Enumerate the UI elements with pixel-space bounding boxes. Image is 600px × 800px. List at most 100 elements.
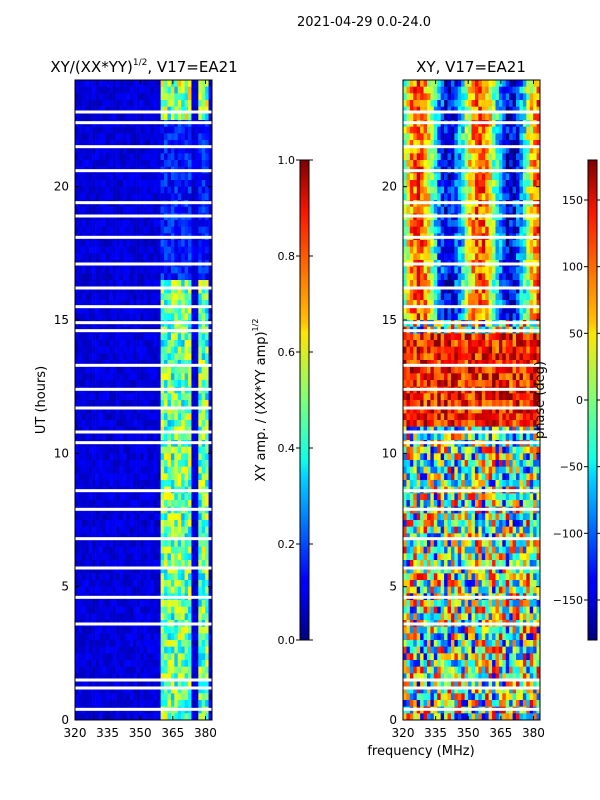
heatmap-cell — [150, 446, 155, 454]
heatmap-cell — [194, 246, 199, 254]
heatmap-cell — [143, 626, 148, 634]
heatmap-cell — [112, 646, 117, 654]
heatmap-cell — [529, 80, 534, 87]
heatmap-cell — [157, 493, 161, 501]
heatmap-cell — [119, 453, 124, 461]
data-gap-line — [75, 145, 212, 149]
heatmap-cell — [512, 153, 517, 161]
heatmap-cell — [85, 606, 89, 614]
heatmap-cell — [81, 300, 86, 307]
heatmap-cell — [119, 306, 124, 314]
heatmap-cell — [81, 533, 86, 541]
heatmap-cell — [468, 86, 472, 94]
heatmap-cell — [174, 513, 179, 521]
heatmap-cell — [177, 86, 182, 94]
heatmap-cell — [126, 520, 131, 527]
heatmap-cell — [177, 366, 182, 374]
heatmap-cell — [157, 646, 161, 654]
heatmap-cell — [109, 566, 113, 574]
heatmap-cell — [85, 400, 89, 407]
heatmap-cell — [92, 413, 96, 421]
heatmap-cell — [88, 653, 93, 661]
heatmap-cell — [136, 546, 141, 554]
heatmap-cell — [150, 633, 155, 641]
heatmap-cell — [143, 520, 148, 527]
heatmap-cell — [430, 173, 435, 181]
heatmap-cell — [205, 453, 209, 461]
heatmap-cell — [181, 686, 185, 694]
heatmap-cell — [81, 526, 86, 534]
heatmap-cell — [136, 246, 141, 254]
heatmap-cell — [95, 693, 100, 701]
heatmap-cell — [177, 313, 182, 321]
heatmap-cell — [519, 173, 524, 181]
heatmap-cell — [102, 633, 107, 641]
heatmap-cell — [129, 146, 134, 154]
heatmap-cell — [146, 340, 151, 347]
heatmap-cell — [167, 653, 172, 661]
heatmap-cell — [167, 646, 172, 654]
heatmap-cell — [409, 193, 414, 201]
heatmap-cell — [140, 100, 144, 107]
heatmap-cell — [153, 106, 158, 114]
heatmap-cell — [109, 253, 113, 261]
heatmap-cell — [181, 540, 185, 547]
heatmap-cell — [167, 600, 172, 607]
heatmap-cell — [146, 146, 151, 154]
heatmap-cell — [160, 106, 165, 114]
heatmap-cell — [502, 140, 507, 147]
heatmap-cell — [85, 673, 89, 681]
heatmap-cell — [160, 253, 165, 261]
heatmap-cell — [75, 220, 79, 227]
heatmap-cell — [201, 540, 206, 547]
heatmap-cell — [143, 573, 148, 581]
heatmap-cell — [413, 266, 417, 274]
heatmap-cell — [420, 220, 424, 227]
heatmap-cell — [81, 600, 86, 607]
heatmap-cell — [133, 640, 137, 647]
heatmap-cell — [122, 713, 127, 721]
heatmap-cell — [198, 133, 203, 141]
heatmap-cell — [143, 586, 148, 594]
heatmap-cell — [201, 580, 206, 587]
heatmap-cell — [95, 573, 100, 581]
heatmap-cell — [167, 180, 172, 187]
heatmap-cell — [191, 80, 196, 87]
heatmap-cell — [170, 293, 175, 301]
heatmap-cell — [116, 500, 120, 507]
heatmap-cell — [119, 520, 124, 527]
heatmap-cell — [164, 93, 168, 101]
heatmap-cell — [143, 360, 148, 367]
heatmap-cell — [177, 393, 182, 401]
heatmap-cell — [136, 106, 141, 114]
heatmap-cell — [447, 186, 452, 194]
heatmap-cell — [174, 366, 179, 374]
heatmap-cell — [488, 220, 493, 227]
heatmap-cell — [126, 553, 131, 561]
heatmap-cell — [450, 80, 455, 87]
heatmap-cell — [136, 93, 141, 101]
heatmap-cell — [430, 220, 435, 227]
heatmap-cell — [533, 153, 537, 161]
heatmap-cell — [194, 693, 199, 701]
heatmap-cell — [143, 580, 148, 587]
heatmap-cell — [188, 520, 192, 527]
heatmap-cell — [164, 600, 168, 607]
heatmap-cell — [126, 426, 131, 434]
heatmap-cell — [153, 313, 158, 321]
heatmap-cell — [88, 500, 93, 507]
heatmap-cell — [98, 433, 103, 441]
heatmap-cell — [184, 380, 189, 387]
heatmap-cell — [205, 226, 209, 234]
heatmap-cell — [177, 693, 182, 701]
heatmap-cell — [150, 433, 155, 441]
heatmap-cell — [191, 640, 196, 647]
heatmap-cell — [208, 473, 213, 481]
heatmap-cell — [157, 480, 161, 487]
heatmap-cell — [471, 100, 476, 107]
heatmap-cell — [464, 153, 469, 161]
heatmap-cell — [198, 173, 203, 181]
heatmap-cell — [177, 546, 182, 554]
heatmap-cell — [188, 126, 192, 134]
heatmap-cell — [133, 453, 137, 461]
